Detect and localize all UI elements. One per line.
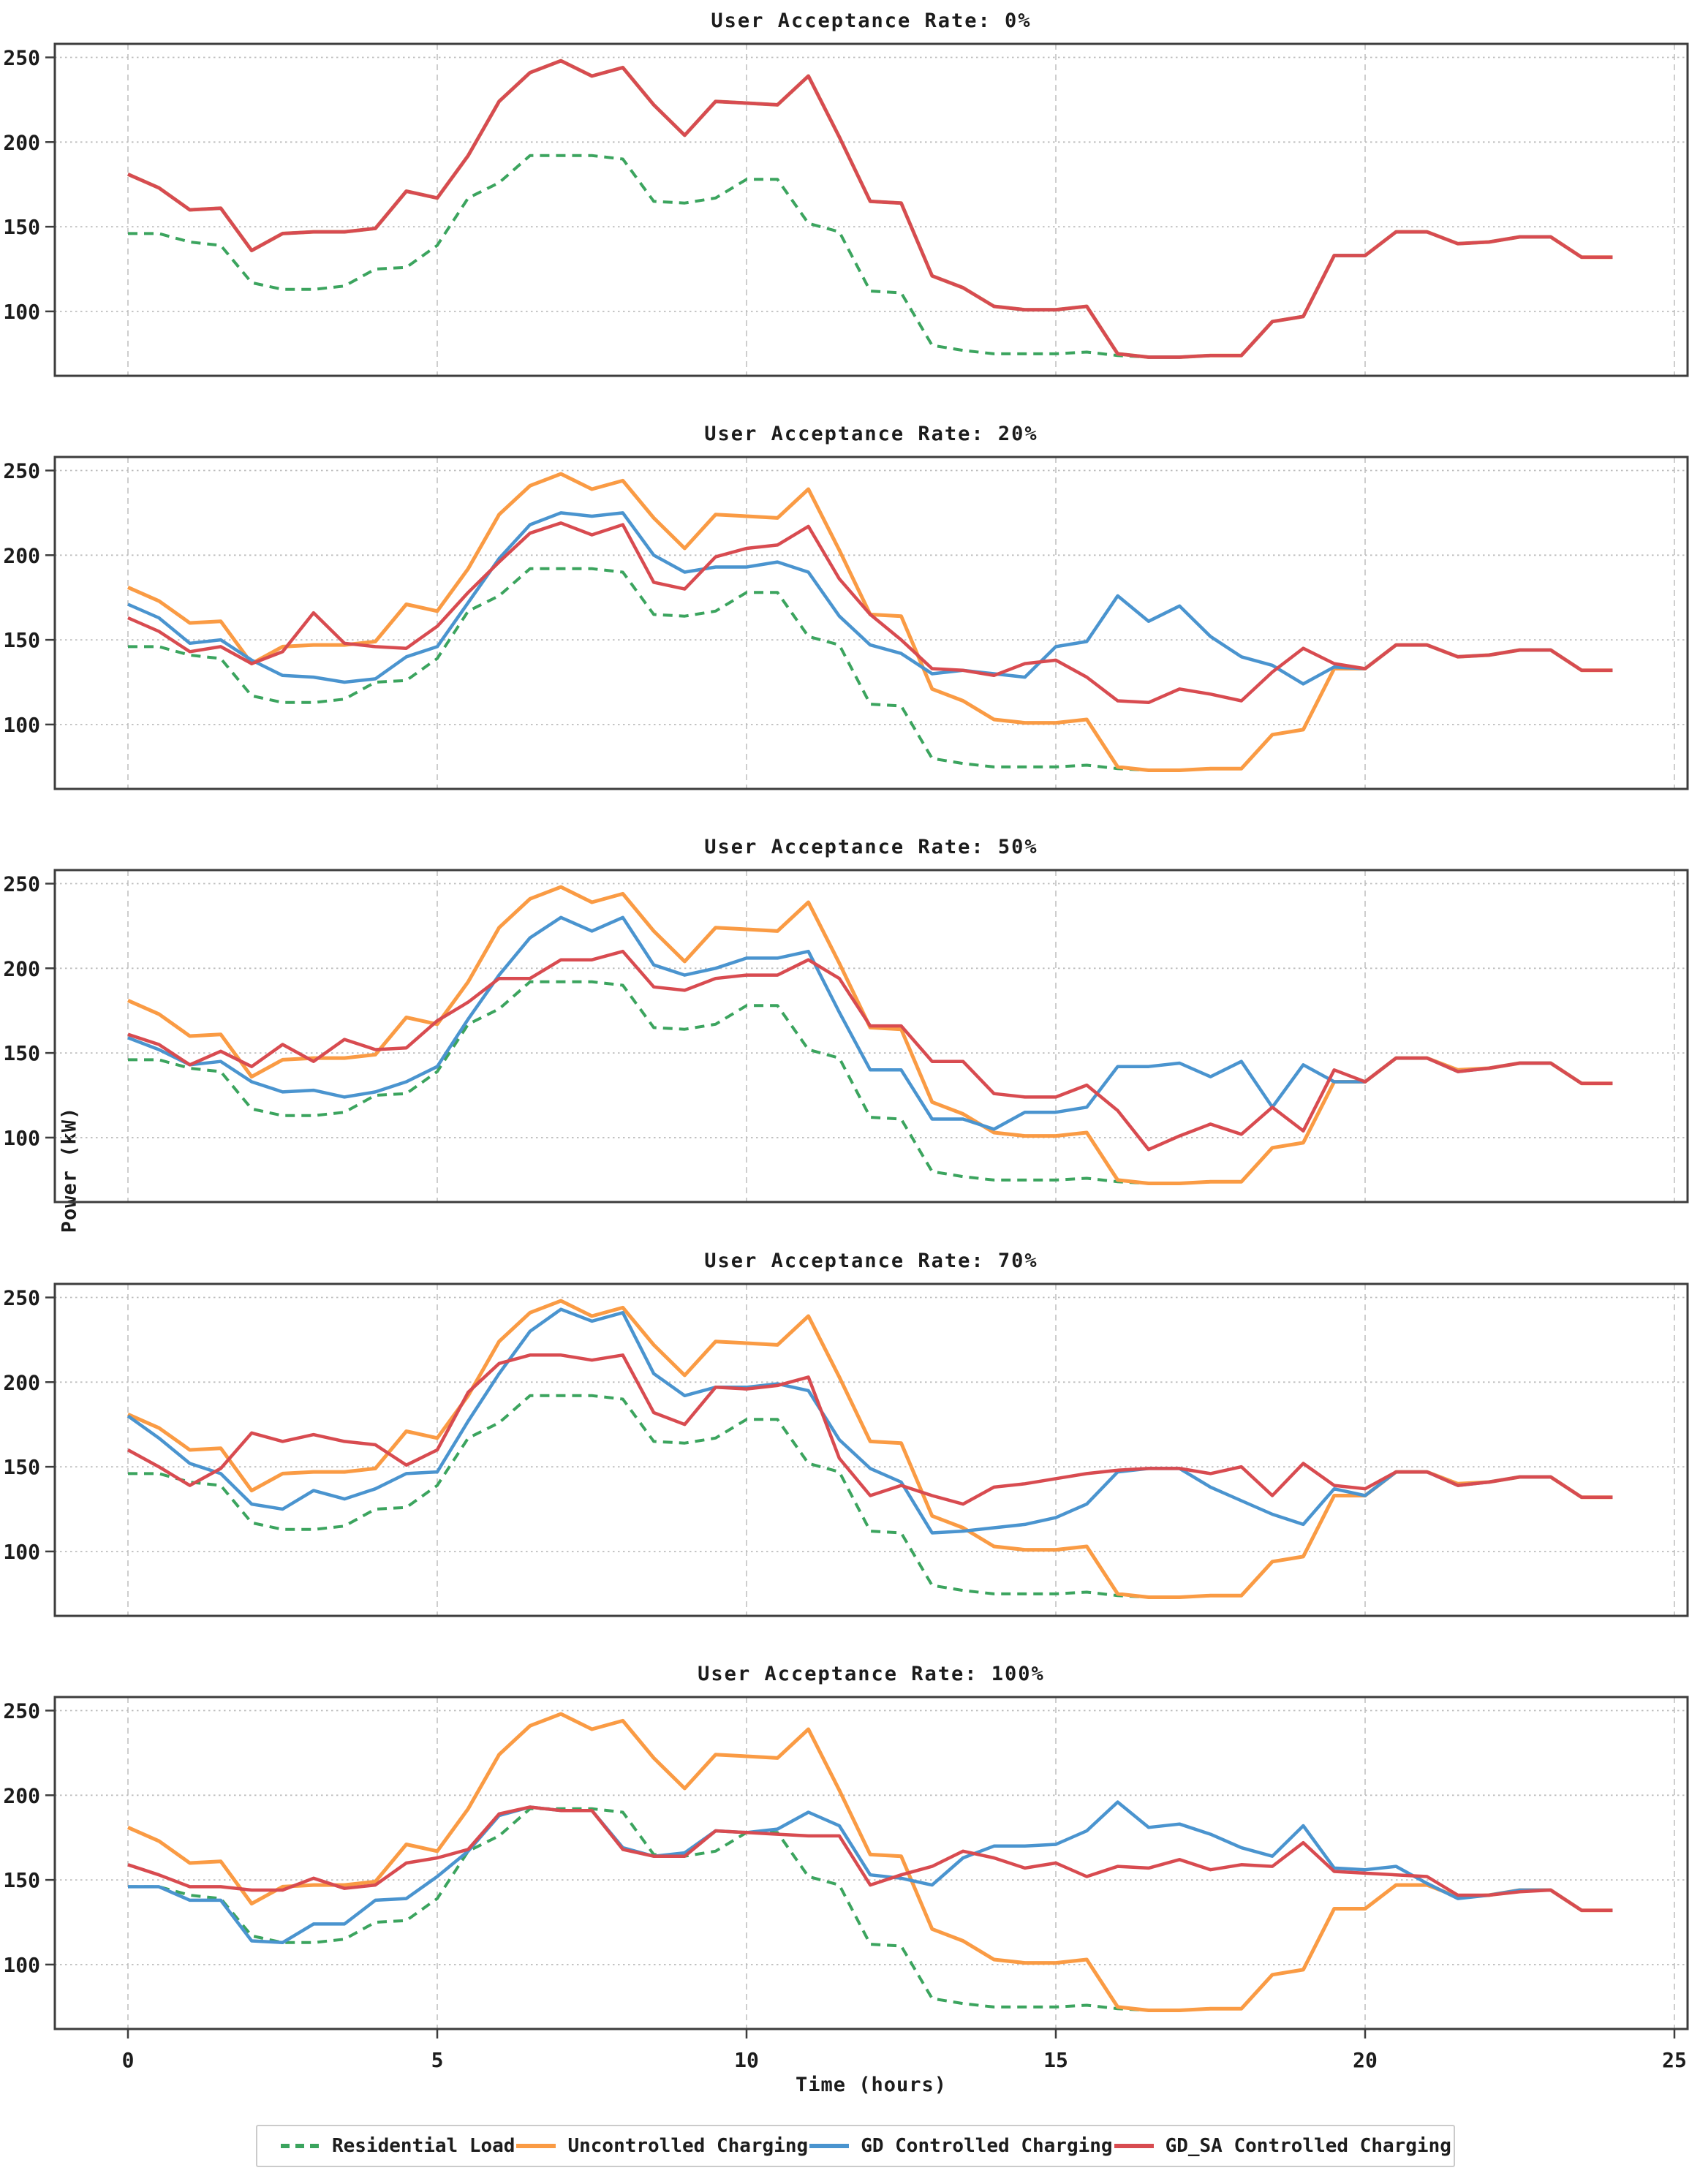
y-tick-label: 150: [3, 215, 40, 239]
series-gd_sa: [127, 58, 1613, 359]
series-gd: [127, 511, 1613, 686]
legend-item-residential: Residential Load: [279, 2135, 515, 2157]
series-uncontrolled: [126, 58, 1613, 359]
series-gd: [126, 1307, 1613, 1535]
subplot-plot-area: 100 150 200 250: [3, 456, 1689, 790]
legend-line-sample-residential: [281, 2144, 320, 2148]
x-tick-label: 15: [1043, 2048, 1068, 2072]
series-gd_sa: [126, 1353, 1613, 1506]
subplot-100pct: User Acceptance Rate: 100% 100 150 200 250 0…: [0, 1663, 1700, 2096]
y-tick-label: 200: [3, 543, 40, 567]
y-tick-label: 200: [3, 956, 40, 980]
x-tick-label: 10: [734, 2048, 759, 2072]
y-tick-label: 150: [3, 1455, 40, 1479]
y-tick-label: 250: [3, 1699, 40, 1723]
y-tick-label: 200: [3, 130, 40, 154]
series-gd: [128, 1800, 1613, 1945]
y-tick-label: 250: [3, 46, 40, 70]
y-tick-label: 150: [3, 1041, 40, 1065]
y-tick-label: 200: [3, 1370, 40, 1394]
series-residential: [128, 1807, 1613, 2012]
y-tick-label: 100: [3, 1953, 40, 1977]
subplot-50pct: User Acceptance Rate: 50% 100 150 200 250: [0, 836, 1700, 1269]
subplot-0pct: User Acceptance Rate: 0% 100 150 200 250: [0, 10, 1700, 442]
legend-item-label: Uncontrolled Charging: [567, 2135, 809, 2157]
legend-line-sample-gd: [809, 2144, 850, 2148]
subplot-plot-area: 100 150 200 250: [3, 869, 1689, 1204]
x-tick-label: 20: [1353, 2048, 1378, 2072]
legend-line-sample-gd_sa: [1114, 2144, 1154, 2148]
legend-item-uncontrolled: Uncontrolled Charging: [515, 2135, 808, 2157]
series-residential: [128, 567, 1613, 772]
x-tick-label: 0: [122, 2048, 135, 2072]
y-tick-label: 100: [3, 300, 40, 324]
subplot-title: User Acceptance Rate: 70%: [704, 1250, 1038, 1272]
y-tick-label: 100: [3, 1126, 40, 1150]
series-uncontrolled: [126, 1299, 1613, 1599]
y-tick-label: 100: [3, 713, 40, 737]
series-residential: [128, 154, 1613, 359]
y-tick-label: 150: [3, 1868, 40, 1892]
series-gd: [127, 58, 1613, 359]
subplot-title: User Acceptance Rate: 20%: [704, 423, 1038, 445]
y-tick-label: 150: [3, 628, 40, 652]
series-gd_sa: [127, 1805, 1613, 1913]
series-uncontrolled: [126, 1712, 1613, 2012]
x-tick-label: 25: [1662, 2048, 1687, 2072]
y-tick-label: 250: [3, 1286, 40, 1310]
legend-item-label: GD_SA Controlled Charging: [1165, 2135, 1451, 2157]
legend-line-sample-uncontrolled: [516, 2144, 556, 2148]
legend-item-gd_sa: GD_SA Controlled Charging: [1113, 2135, 1451, 2157]
legend: Residential Load Uncontrolled Charging G…: [256, 2125, 1455, 2167]
subplot-title: User Acceptance Rate: 50%: [704, 836, 1038, 858]
series-gd_sa: [127, 521, 1613, 705]
subplot-title: User Acceptance Rate: 100%: [698, 1663, 1045, 1685]
subplot-plot-area: 100 150 200 250 0 5 10 15 20 25: [3, 1696, 1689, 2072]
subplot-70pct: User Acceptance Rate: 70% 100 150 200 250: [0, 1250, 1700, 1682]
series-gd_sa: [127, 949, 1613, 1152]
y-tick-label: 100: [3, 1540, 40, 1564]
series-uncontrolled: [126, 885, 1613, 1185]
series-residential: [128, 980, 1613, 1185]
legend-item-gd: GD Controlled Charging: [808, 2135, 1113, 2157]
y-tick-label: 250: [3, 459, 40, 483]
subplot-title: User Acceptance Rate: 0%: [711, 10, 1032, 32]
subplot-20pct: User Acceptance Rate: 20% 100 150 200 250: [0, 423, 1700, 855]
x-tick-label: 5: [431, 2048, 444, 2072]
subplot-plot-area: 100 150 200 250: [3, 42, 1689, 377]
legend-item-label: GD Controlled Charging: [861, 2135, 1113, 2157]
subplot-plot-area: 100 150 200 250: [3, 1282, 1689, 1617]
legend-item-label: Residential Load: [332, 2135, 515, 2157]
series-uncontrolled: [126, 472, 1613, 772]
x-axis-label: Time (hours): [795, 2074, 948, 2096]
y-tick-label: 250: [3, 872, 40, 896]
y-tick-label: 200: [3, 1783, 40, 1807]
